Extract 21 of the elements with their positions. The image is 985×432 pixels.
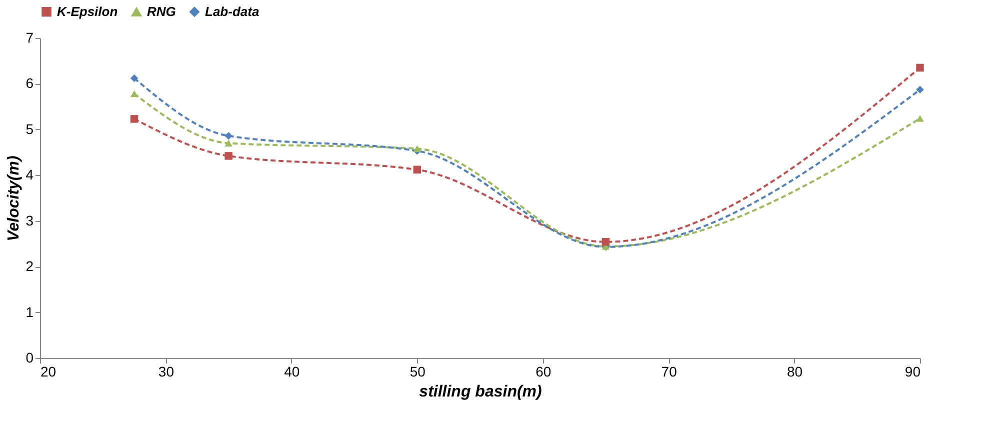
y-tick-label: 5 [26,120,34,137]
y-tick-label: 6 [26,75,34,92]
x-tick-label: 20 [40,364,56,380]
x-tick-label: 50 [410,364,426,380]
legend-label: Lab-data [205,4,260,19]
x-tick-label: 60 [536,364,552,380]
y-axis-title: Velocity(m) [6,156,23,242]
x-tick-label: 40 [284,364,300,380]
y-tick-label: 7 [26,30,34,46]
y-tick-label: 0 [26,350,34,366]
y-tick-label: 4 [26,166,34,183]
x-axis-title: stilling basin(m) [419,384,542,400]
y-tick-label: 1 [26,304,34,320]
y-tick-label: 3 [26,212,34,228]
x-tick-label: 80 [786,364,803,380]
x-tick-label: 30 [158,364,174,380]
x-tick-label: 90 [904,364,921,380]
y-tick-label: 2 [26,258,34,274]
legend-label: K-Epsilon [57,4,118,19]
legend-label: RNG [147,4,176,20]
x-tick-label: 70 [661,364,678,380]
